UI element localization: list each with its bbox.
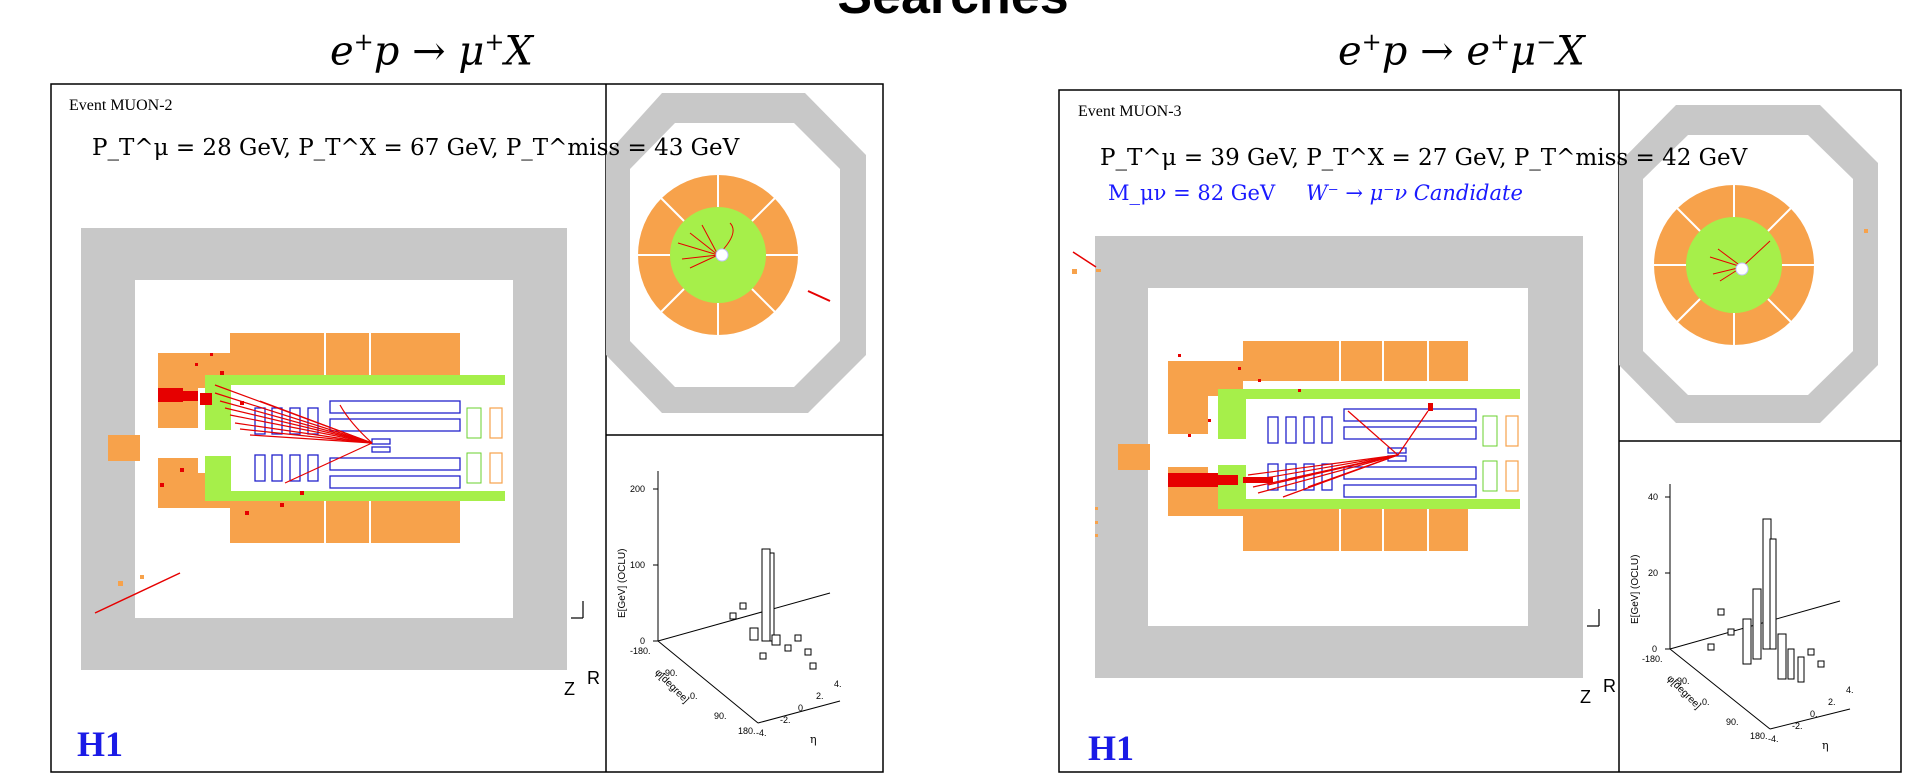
tracks-2	[1072, 251, 1429, 498]
axis-z-label-1: Z	[564, 679, 575, 699]
event-label-2: Event MUON-3	[1078, 103, 1182, 120]
event-display-1-svg	[50, 83, 884, 773]
radial-view-2	[1619, 105, 1878, 423]
lego-eta-tick-1-4: 4.	[834, 679, 842, 689]
lego-plot-2	[1665, 484, 1851, 730]
tracks-1	[94, 384, 373, 614]
lego-y-tick-1-2: 200	[630, 484, 646, 494]
lego-eta-tick-2-2: 0.	[1810, 709, 1818, 719]
lego-y-label-1: E[GeV] (OCLU)	[617, 548, 628, 618]
lego-eta-label-1: η	[810, 733, 817, 746]
kinematics-1: P_T^μ = 28 GeV, P_T^X = 67 GeV, P_T^miss…	[92, 135, 740, 161]
lego-eta-tick-2-3: 2.	[1828, 697, 1836, 707]
lego-phi-tick-2-3: 90.	[1726, 717, 1739, 727]
process-label-2: e+p → e+μ−X	[1338, 28, 1585, 75]
lego-phi-tick-1-3: 90.	[714, 711, 727, 721]
lego-eta-tick-1-3: 2.	[816, 691, 824, 701]
mass-line-2: M_μν = 82 GeV	[1108, 181, 1276, 205]
event-label-1: Event MUON-2	[69, 97, 173, 114]
lego-phi-tick-1-1: -90.	[662, 668, 678, 678]
lego-phi-tick-1-2: 0.	[690, 691, 698, 701]
lego-eta-tick-2-4: 4.	[1846, 685, 1854, 695]
radial-view-1	[606, 93, 866, 413]
lego-y-tick-1-1: 100	[630, 560, 646, 570]
lego-y-tick-2-2: 40	[1648, 492, 1659, 502]
axis-r-label-1: R	[587, 668, 600, 688]
lego-y-tick-2-1: 20	[1648, 568, 1659, 578]
lego-eta-tick-2-0: -4.	[1768, 734, 1779, 744]
lego-eta-label-2: η	[1822, 739, 1829, 752]
lego-phi-tick-2-2: 0.	[1702, 697, 1710, 707]
axis-r-label-2: R	[1603, 676, 1616, 696]
page-title: Searches	[0, 0, 1906, 26]
lego-phi-tick-1-0: -180.	[630, 646, 651, 656]
lego-y-tick-1-0: 0	[640, 636, 646, 646]
lego-y-label-2: E[GeV] (OCLU)	[1630, 554, 1641, 624]
lego-eta-tick-1-0: -4.	[756, 728, 767, 738]
process-label-1: e+p → μ+X	[330, 28, 533, 75]
event-display-2-svg	[1058, 89, 1902, 773]
lego-y-tick-2-0: 0	[1652, 644, 1658, 654]
lego-plot-1	[653, 471, 841, 724]
energy-deposits-1	[158, 353, 304, 515]
kinematics-2: P_T^μ = 39 GeV, P_T^X = 27 GeV, P_T^miss…	[1100, 145, 1748, 171]
lego-phi-tick-2-4: 180.	[1750, 731, 1768, 741]
event-display-2: Event MUON-3 P_T^μ = 39 GeV, P_T^X = 27 …	[1058, 89, 1902, 773]
event-display-1: Event MUON-2 P_T^μ = 28 GeV, P_T^X = 67 …	[50, 83, 884, 773]
lego-eta-tick-1-2: 0.	[798, 703, 806, 713]
h1-logo-1: H1	[77, 724, 124, 764]
candidate-line-2: W⁻ → μ⁻ν Candidate	[1306, 181, 1523, 205]
energy-deposits-2	[1168, 354, 1433, 487]
tracker-2	[1267, 408, 1477, 498]
lego-phi-tick-2-1: -90.	[1674, 676, 1690, 686]
lego-eta-tick-1-1: -2.	[780, 715, 791, 725]
lego-phi-tick-1-4: 180.	[738, 726, 756, 736]
h1-logo-2: H1	[1088, 728, 1135, 768]
lego-eta-tick-2-1: -2.	[1792, 721, 1803, 731]
lego-phi-tick-2-0: -180.	[1642, 654, 1663, 664]
axis-z-label-2: Z	[1580, 687, 1591, 707]
